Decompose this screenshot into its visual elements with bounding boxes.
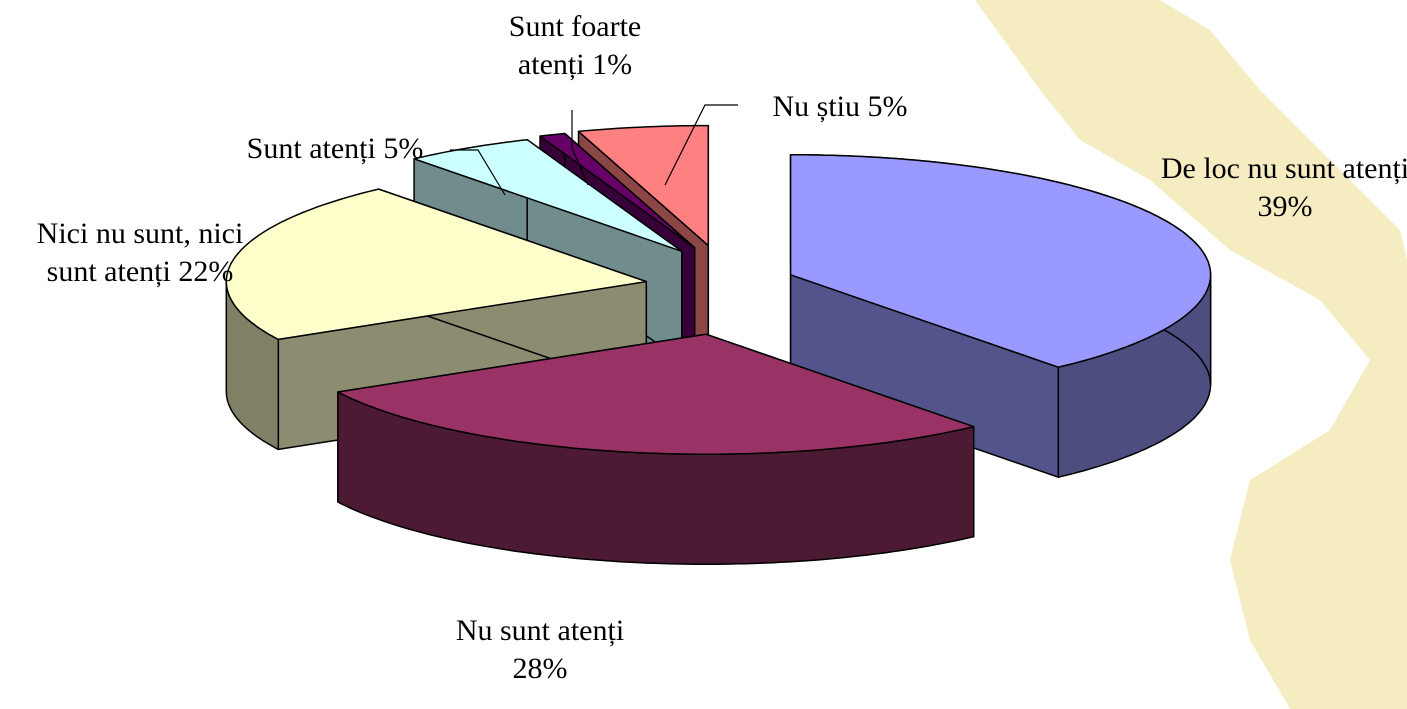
category-name: Nu știu — [772, 90, 860, 123]
category-name: Nu sunt atenți — [455, 614, 625, 647]
value-label: 1% — [592, 48, 633, 81]
slice-label: Nici nu sunt, nici sunt atenți 22% — [15, 215, 265, 291]
leader-line — [571, 110, 589, 186]
slice-top — [225, 188, 648, 341]
slice-label: Nu știu 5% — [740, 88, 940, 126]
value-label: 5% — [867, 90, 908, 123]
pie — [225, 124, 1212, 565]
slice-label: De loc nu sunt atenți 39% — [1160, 150, 1407, 226]
value-label: 28% — [512, 652, 568, 685]
category-name: De loc nu sunt atenți — [1160, 152, 1407, 185]
value-label: 39% — [1257, 190, 1313, 223]
slice-label: Sunt atenți 5% — [205, 130, 465, 168]
slice-label: Sunt foarte atenți 1% — [475, 8, 675, 84]
value-label: 22% — [178, 255, 234, 288]
map-background — [975, 0, 1407, 709]
leader-line — [664, 104, 738, 186]
slice-top — [413, 138, 683, 253]
value-label: 5% — [383, 132, 424, 165]
leader-lines — [450, 104, 738, 196]
leader-line — [450, 149, 506, 196]
category-name: Sunt foarte atenți — [508, 10, 642, 81]
category-name: Sunt atenți — [246, 132, 376, 165]
slice-top — [789, 154, 1212, 368]
slice-top — [577, 124, 710, 247]
slice-top — [337, 333, 975, 455]
slice-label: Nu sunt atenți 28% — [425, 612, 655, 688]
category-name: Nici nu sunt, nici sunt atenți — [36, 217, 244, 288]
